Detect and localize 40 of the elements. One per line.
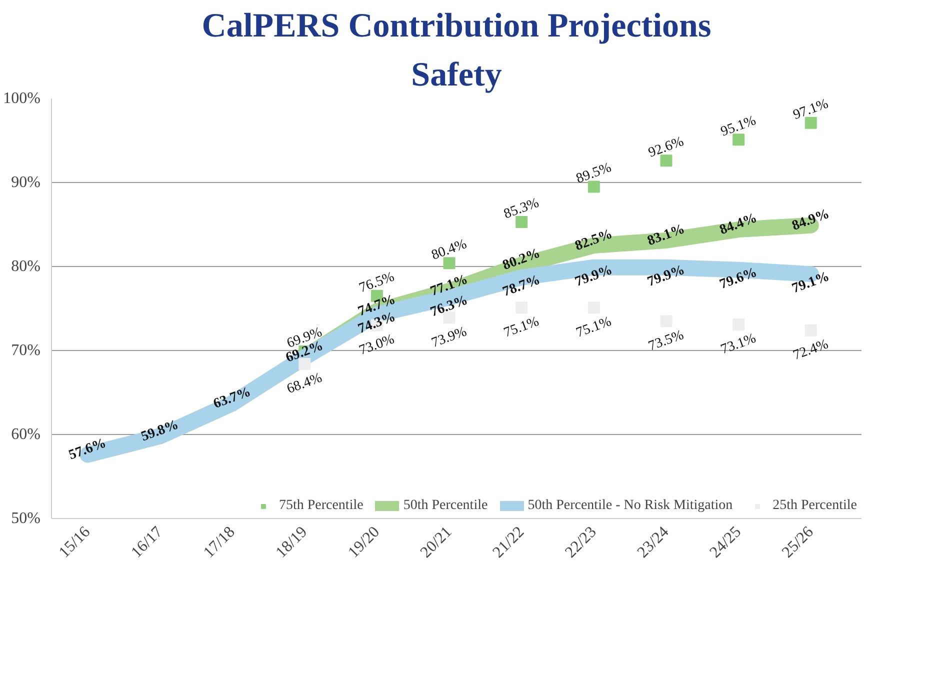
data-label: 75.1% [502,314,542,341]
chart-title: CalPERS Contribution Projections [202,8,712,44]
y-tick-label: 80% [11,258,40,275]
y-tick-label: 100% [3,90,40,107]
data-label: 59.8% [139,418,181,445]
y-tick-label: 70% [11,342,40,359]
data-label: 68.4% [285,370,324,398]
y-tick-label: 60% [11,426,40,443]
y-tick-label: 90% [11,174,40,191]
data-label: 73.0% [357,332,397,359]
data-label: 97.1% [791,96,831,124]
data-label: 84.4% [718,210,760,238]
data-label: 79.6% [718,265,760,292]
legend-label: 75th Percentile [278,498,364,514]
data-label: 79.1% [790,269,832,297]
data-label: 89.5% [574,160,614,187]
data-label: 78.7% [500,272,542,300]
legend-label: 25th Percentile [772,498,857,514]
data-label: 63.7% [212,384,253,412]
y-tick-label: 50% [11,510,40,527]
data-label: 57.6% [67,436,108,464]
data-label: 80.4% [430,236,470,264]
data-label: 73.9% [430,324,470,351]
chart-subtitle: Safety [411,56,502,94]
data-label: 84.9% [790,206,832,234]
data-label: 92.6% [646,134,686,161]
data-label: 79.9% [573,262,615,290]
data-label: 83.1% [646,222,687,250]
data-label: 95.1% [719,113,758,140]
data-label: 79.9% [646,262,687,290]
data-label: 82.5% [573,226,615,254]
data-label: 75.1% [574,314,614,341]
legend-label: 50th Percentile - No Risk Mitigation [528,498,733,514]
legend-label: 50th Percentile [403,498,488,514]
data-label: 73.1% [719,331,758,358]
data-label: 85.3% [502,196,542,222]
data-label: 72.4% [791,336,831,364]
data-label: 73.5% [646,328,686,354]
data-label: 80.2% [500,246,542,274]
data-label: 76.5% [357,270,397,296]
